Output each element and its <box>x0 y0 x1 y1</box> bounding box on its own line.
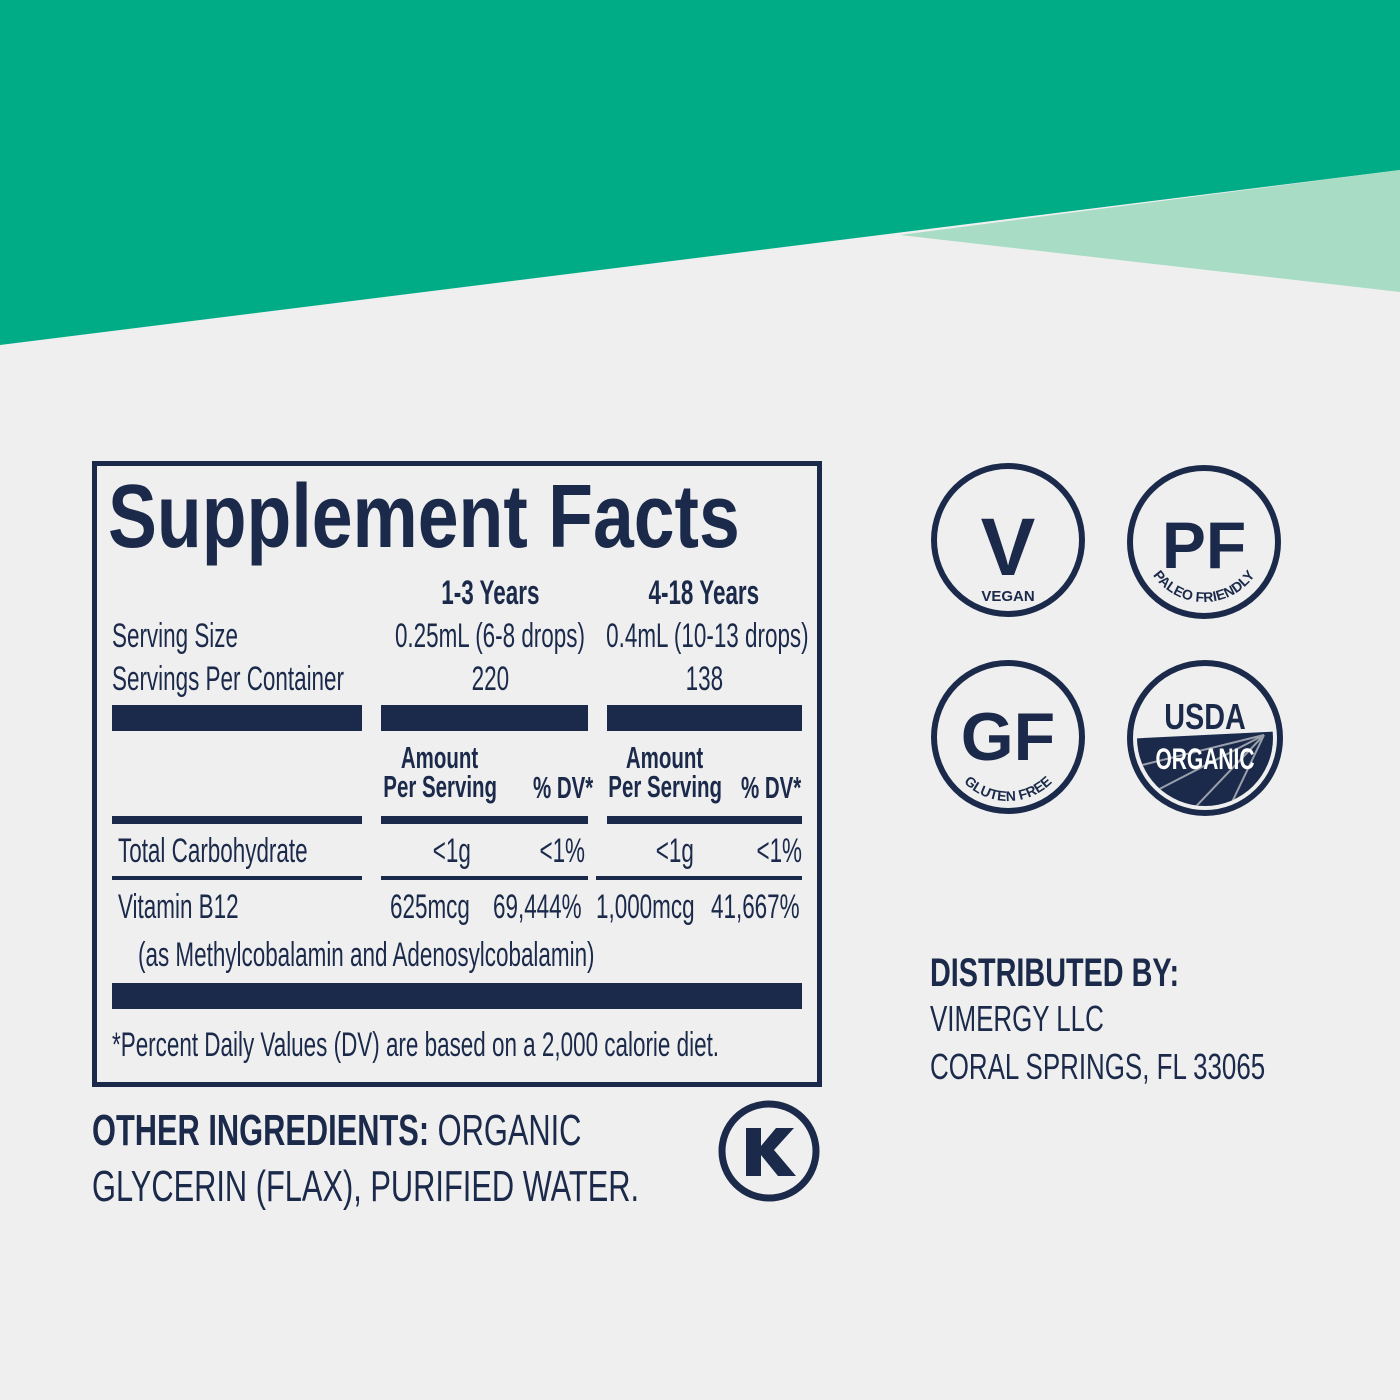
row-label: Vitamin B12 <box>118 888 239 926</box>
row-value-text: <1% <box>756 832 802 870</box>
medium-divider <box>607 816 802 824</box>
vegan-label: VEGAN <box>981 588 1034 605</box>
medium-divider <box>381 816 588 824</box>
amount-line1: Amount <box>626 740 704 775</box>
amount-header-1: Amount Per Serving <box>340 740 540 804</box>
serving-size-label-text: Serving Size <box>112 617 238 655</box>
column-header-2: 4-18 Years <box>554 576 854 610</box>
dv-header-1: % DV* <box>533 772 624 803</box>
usda-mark: USDA <box>1164 696 1246 737</box>
green-band <box>0 0 1400 345</box>
serving-size-label: Serving Size <box>112 619 303 653</box>
source-text: (as Methylcobalamin and Adenosylcobalami… <box>138 936 595 974</box>
svg-text:GLUTEN FREE: GLUTEN FREE <box>961 773 1054 805</box>
usda-organic-badge: USDA ORGANIC <box>1127 660 1283 816</box>
thin-divider <box>596 876 802 880</box>
gluten-mark: GF <box>961 699 1055 775</box>
dv-text: % DV* <box>741 770 802 805</box>
servings-per-container-label: Servings Per Container <box>112 662 464 696</box>
other-ingredients-line2: GLYCERIN (FLAX), PURIFIED WATER. <box>92 1165 873 1209</box>
dv-header-2: % DV* <box>741 772 832 803</box>
facts-title-text: Supplement Facts <box>108 467 740 567</box>
thin-divider <box>112 876 362 880</box>
row-value: 625mcg <box>390 890 511 924</box>
gluten-label: GLUTEN FREE <box>961 773 1054 805</box>
other-ingredients-label: OTHER INGREDIENTS: <box>92 1106 430 1155</box>
kosher-icon <box>718 1100 820 1202</box>
distributor-name: VIMERGY LLC <box>930 1001 1171 1037</box>
row-value: 41,667% <box>711 890 845 924</box>
amount-header-2: Amount Per Serving <box>565 740 765 804</box>
thick-divider <box>381 705 588 731</box>
serving-size-2: 0.4mL (10-13 drops) <box>554 619 854 653</box>
paleo-mark: PF <box>1162 508 1246 582</box>
dv-text: % DV* <box>533 770 594 805</box>
serving-size-2-text: 0.4mL (10-13 drops) <box>606 617 809 655</box>
row-value-text: 625mcg <box>390 888 470 926</box>
row-value-text: 1,000mcg <box>596 888 695 926</box>
servings-1-text: 220 <box>471 660 509 698</box>
other-ingredients-line1: ORGANIC <box>437 1106 582 1155</box>
row-value-text: <1% <box>539 832 585 870</box>
paleo-friendly-badge: PF PALEO FRIENDLY <box>1127 465 1281 619</box>
row-value-text: 41,667% <box>711 888 800 926</box>
thick-divider <box>607 705 802 731</box>
other-ingredients: OTHER INGREDIENTS: ORGANIC <box>92 1109 791 1153</box>
distributor-address: CORAL SPRINGS, FL 33065 <box>930 1049 1396 1085</box>
column-header-1: 1-3 Years <box>340 576 640 610</box>
serving-size-1-text: 0.25mL (6-8 drops) <box>395 617 585 655</box>
row-label: Total Carbohydrate <box>118 832 308 870</box>
vitamin-b12-source: (as Methylcobalamin and Adenosylcobalami… <box>138 938 830 972</box>
row-value-text: <1g <box>655 832 695 870</box>
gluten-free-badge: GF GLUTEN FREE <box>931 660 1085 814</box>
usda-label: ORGANIC <box>1155 744 1254 776</box>
supplement-facts-panel <box>92 461 822 1087</box>
amount-line2: Per Serving <box>383 769 497 804</box>
amount-line1: Amount <box>401 740 479 775</box>
footnote-text: *Percent Daily Values (DV) are based on … <box>112 1026 720 1064</box>
row-vitamin-b12-label: Vitamin B12 <box>118 890 301 924</box>
column-header-1-text: 1-3 Years <box>440 574 540 612</box>
distributed-by-label: DISTRIBUTED BY: <box>930 953 1276 993</box>
column-header-2-text: 4-18 Years <box>648 574 760 612</box>
row-value: <1% <box>702 834 802 868</box>
other-ingredients-line2-text: GLYCERIN (FLAX), PURIFIED WATER. <box>92 1162 640 1211</box>
servings-label-text: Servings Per Container <box>112 660 345 698</box>
distributor-address-text: CORAL SPRINGS, FL 33065 <box>930 1046 1266 1087</box>
distributed-by-text: DISTRIBUTED BY: <box>930 951 1180 995</box>
thick-divider <box>112 983 802 1009</box>
servings-2: 138 <box>554 662 854 696</box>
footnote: *Percent Daily Values (DV) are based on … <box>112 1028 1032 1062</box>
thin-divider <box>381 876 588 880</box>
row-value: <1g <box>625 834 725 868</box>
vegan-mark: V <box>981 502 1036 593</box>
amount-line2: Per Serving <box>608 769 722 804</box>
serving-size-1: 0.25mL (6-8 drops) <box>340 619 640 653</box>
medium-divider <box>112 816 362 824</box>
light-green-band <box>900 170 1400 292</box>
row-value: <1g <box>402 834 502 868</box>
servings-2-text: 138 <box>685 660 723 698</box>
row-total-carbohydrate-label: Total Carbohydrate <box>118 834 405 868</box>
distributor-name-text: VIMERGY LLC <box>930 998 1104 1039</box>
servings-1: 220 <box>340 662 640 696</box>
row-value: <1% <box>485 834 585 868</box>
row-value-text: 69,444% <box>493 888 582 926</box>
row-value: 1,000mcg <box>596 890 745 924</box>
facts-title: Supplement Facts <box>108 472 883 562</box>
row-value-text: <1g <box>432 832 472 870</box>
row-value: 69,444% <box>493 890 627 924</box>
vegan-badge: V VEGAN <box>931 463 1085 617</box>
thick-divider <box>112 705 362 731</box>
